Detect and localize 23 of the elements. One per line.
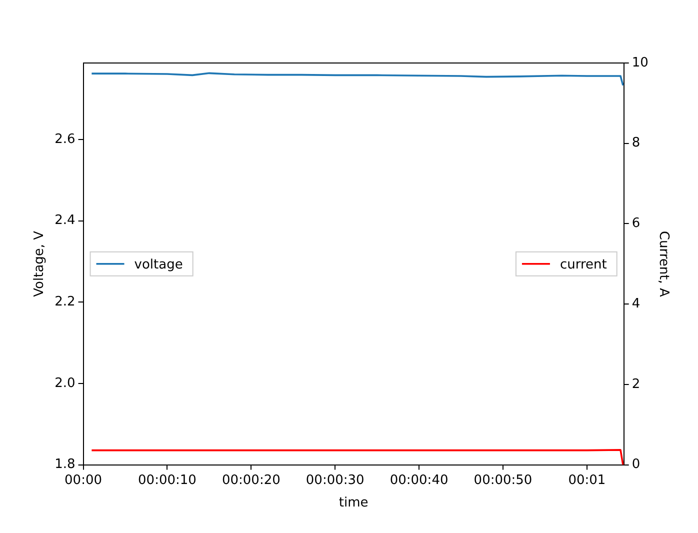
y-tick-label: 1.8 xyxy=(54,457,76,472)
x-tick-label: 00:00:10 xyxy=(138,472,196,488)
x-axis-title: time xyxy=(338,496,368,511)
y2-tick-label: 6 xyxy=(632,216,640,232)
y2-tick-label: 2 xyxy=(632,376,640,392)
y-tick-label: 2.2 xyxy=(54,294,76,310)
x-tick-label: 00:00:30 xyxy=(306,472,364,488)
x-tick-label: 00:01 xyxy=(568,472,606,488)
y2-axis-title: Current, A xyxy=(656,230,671,297)
x-tick-label: 00:00:40 xyxy=(390,472,448,488)
y2-tick-label: 4 xyxy=(632,296,640,312)
y2-tick-label: 10 xyxy=(632,55,648,70)
y2-tick-label: 0 xyxy=(632,457,640,472)
y-tick-label: 2.0 xyxy=(54,376,76,391)
y2-tick-label: 8 xyxy=(632,136,640,151)
legend-label: current xyxy=(560,257,607,272)
y-tick-label: 2.4 xyxy=(54,213,76,228)
x-tick-label: 00:00 xyxy=(64,472,102,488)
y-tick-label: 2.6 xyxy=(54,132,76,147)
x-tick-label: 00:00:50 xyxy=(474,472,532,488)
legend-label: voltage xyxy=(134,257,183,272)
x-tick-label: 00:00:20 xyxy=(222,472,280,488)
y-axis-title: Voltage, V xyxy=(32,230,48,297)
